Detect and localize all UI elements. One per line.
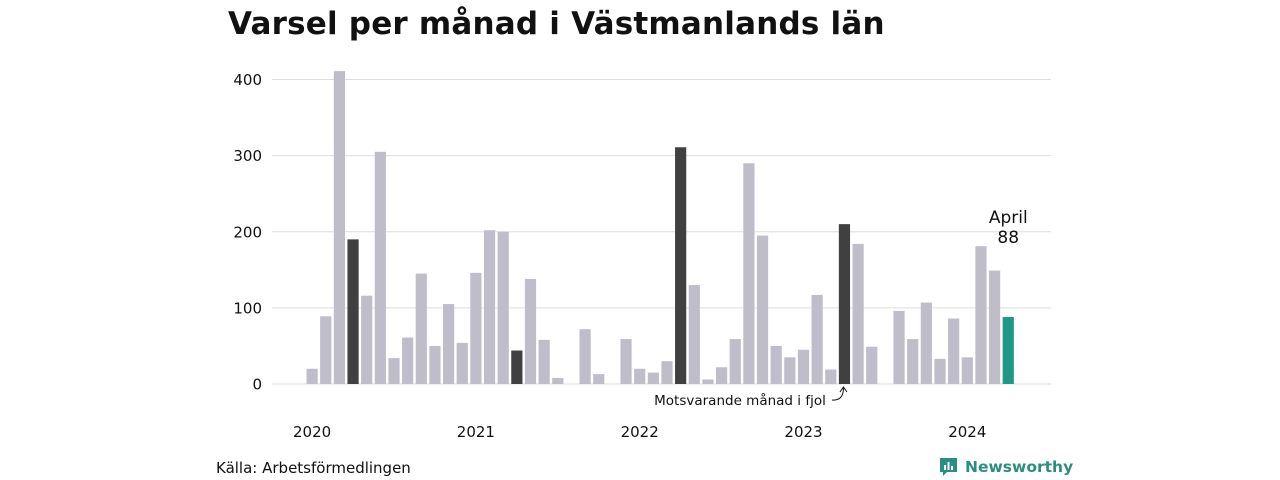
bar bbox=[661, 361, 673, 384]
bar bbox=[770, 345, 782, 384]
bar bbox=[702, 379, 714, 384]
bar bbox=[961, 357, 973, 384]
latest-value: 88 bbox=[997, 228, 1019, 248]
bar bbox=[989, 270, 1001, 384]
bar bbox=[620, 339, 632, 384]
x-year-label: 2021 bbox=[457, 423, 495, 441]
bar bbox=[866, 346, 878, 384]
y-tick-label: 100 bbox=[233, 299, 262, 317]
bars bbox=[306, 71, 1014, 384]
bar bbox=[647, 372, 659, 384]
bar bbox=[852, 243, 864, 384]
bar bbox=[497, 231, 509, 384]
annotation-label: Motsvarande månad i fjol bbox=[654, 392, 826, 409]
newsworthy-logo-icon bbox=[940, 458, 957, 476]
bar bbox=[538, 339, 550, 384]
bar bbox=[934, 358, 946, 384]
annotation-arrowhead bbox=[839, 386, 848, 393]
x-axis-year-labels: 2020 2021 2022 2023 2024 bbox=[293, 423, 986, 441]
bar bbox=[374, 151, 386, 384]
bar bbox=[483, 230, 496, 384]
gridlines bbox=[272, 79, 1051, 385]
bar bbox=[361, 295, 373, 384]
bar bbox=[784, 357, 796, 384]
bar bbox=[729, 339, 741, 384]
bar bbox=[552, 377, 564, 384]
bar bbox=[415, 273, 427, 384]
y-tick-label: 300 bbox=[233, 147, 262, 165]
bar-same-month-last-year bbox=[838, 224, 851, 384]
bar bbox=[743, 163, 755, 384]
bar bbox=[443, 304, 455, 384]
y-tick-label: 0 bbox=[252, 376, 262, 394]
bar bbox=[388, 358, 400, 384]
annotation-arrow bbox=[831, 387, 844, 401]
bar bbox=[907, 339, 919, 384]
latest-month-label: April bbox=[989, 208, 1028, 228]
bar bbox=[920, 302, 932, 384]
bar bbox=[825, 369, 837, 384]
bar bbox=[948, 318, 960, 384]
y-tick-label: 200 bbox=[233, 223, 262, 241]
y-axis-tick-labels: 0 100 200 300 400 bbox=[233, 71, 262, 394]
bar bbox=[893, 310, 905, 384]
bar bbox=[470, 272, 482, 384]
brand-logo[interactable]: Newsworthy bbox=[938, 456, 1073, 477]
x-year-label: 2020 bbox=[293, 423, 331, 441]
source-note: Källa: Arbetsförmedlingen bbox=[216, 459, 411, 477]
y-tick-label: 400 bbox=[233, 71, 262, 89]
x-year-label: 2022 bbox=[621, 423, 659, 441]
annotation-group: Motsvarande månad i fjol bbox=[654, 386, 848, 409]
bar bbox=[579, 329, 591, 384]
bar bbox=[716, 367, 728, 384]
bar-same-month-last-year bbox=[675, 147, 687, 384]
bar bbox=[811, 294, 823, 384]
bar bbox=[320, 316, 332, 384]
bar bbox=[333, 71, 345, 384]
bar bbox=[429, 345, 441, 384]
x-year-label: 2023 bbox=[784, 423, 822, 441]
bar bbox=[756, 235, 769, 384]
bar bbox=[688, 285, 700, 384]
chart-title: Varsel per månad i Västmanlands län bbox=[228, 6, 885, 42]
bar-latest bbox=[1002, 317, 1014, 384]
bar bbox=[593, 374, 605, 384]
bar bbox=[306, 368, 318, 384]
bar bbox=[524, 278, 537, 384]
x-year-label: 2024 bbox=[948, 423, 986, 441]
bar-same-month-last-year bbox=[511, 350, 523, 384]
bar-same-month-last-year bbox=[347, 239, 359, 384]
bar bbox=[634, 368, 646, 384]
bar bbox=[402, 337, 414, 384]
bar bbox=[797, 349, 810, 384]
latest-value-label: April 88 bbox=[989, 208, 1028, 248]
brand-name: Newsworthy bbox=[965, 457, 1074, 476]
bar bbox=[975, 246, 987, 384]
bar bbox=[456, 342, 468, 384]
